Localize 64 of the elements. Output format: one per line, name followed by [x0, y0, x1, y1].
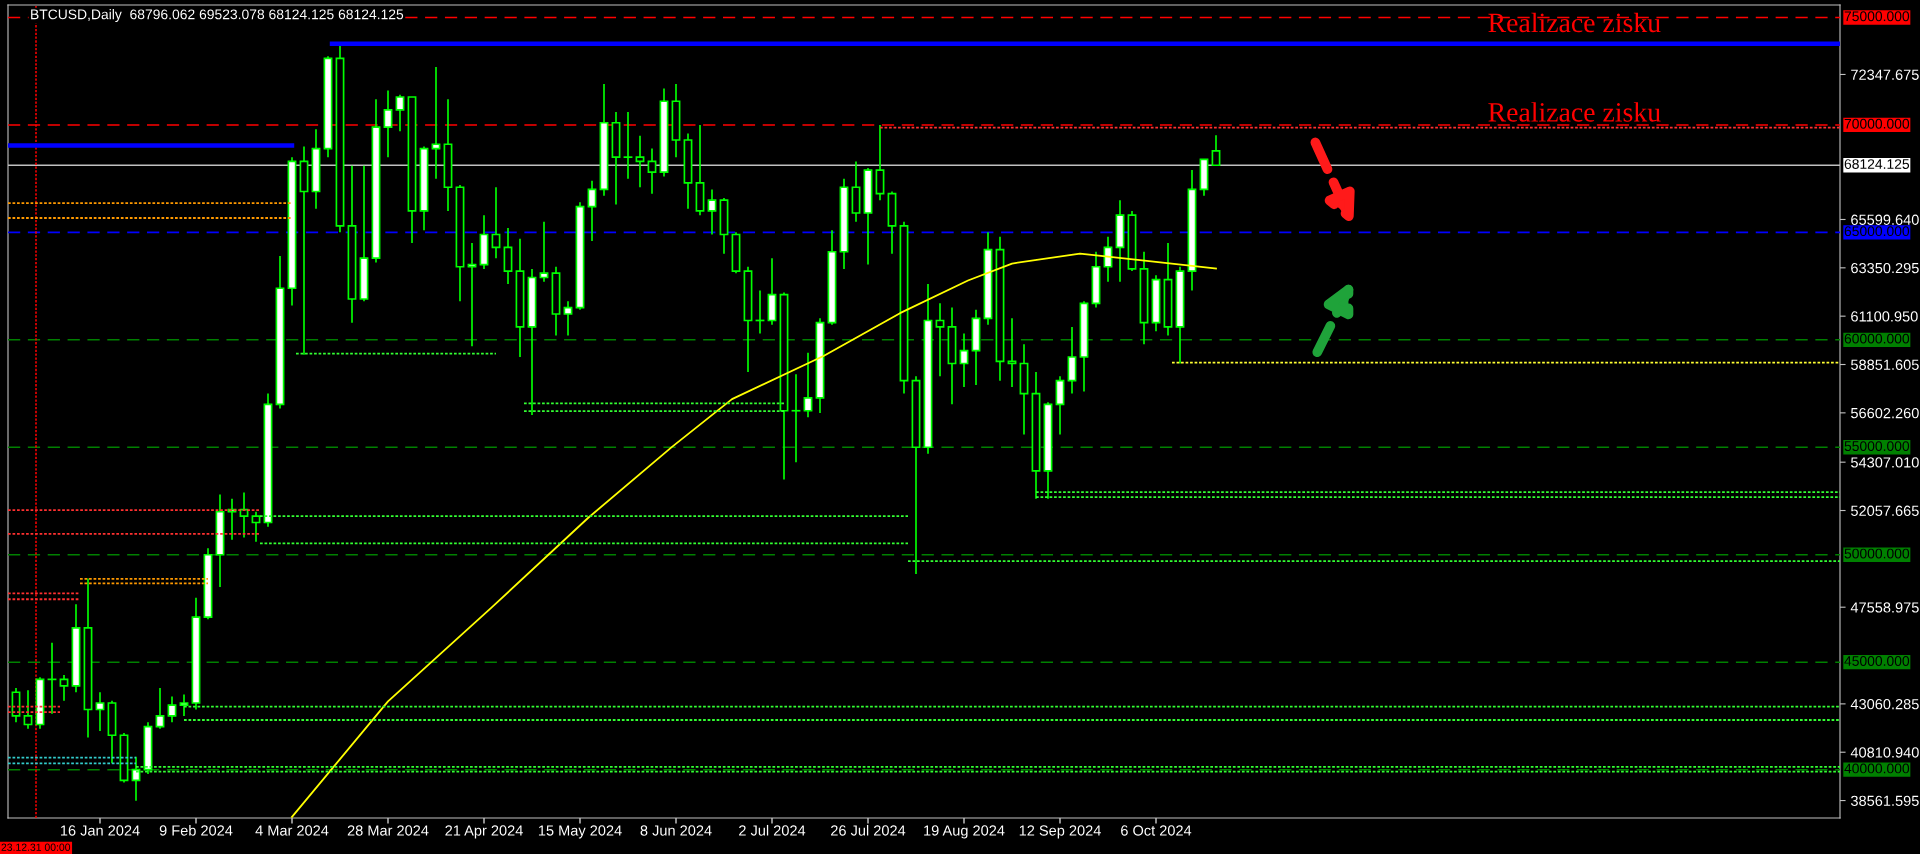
candlestick	[791, 373, 801, 464]
ref-line-label: 60000.000	[1844, 333, 1910, 344]
ref-line-label: 50000.000	[1844, 548, 1910, 559]
ref-line-label: 75000.000	[1844, 11, 1910, 22]
y-tick-label: 65599.640	[1851, 214, 1919, 225]
ref-line-label: 65000.000	[1844, 226, 1910, 237]
y-tick-label: 72347.675	[1851, 69, 1919, 80]
y-tick-label: 40810.940	[1850, 747, 1919, 758]
x-tick-label: 12 Sep 2024	[1019, 825, 1101, 839]
candlestick	[1067, 326, 1077, 395]
candlestick	[635, 134, 645, 189]
y-tick-label: 38561.595	[1850, 795, 1919, 806]
y-tick-label: 58851.605	[1851, 359, 1919, 370]
x-tick-label: 19 Aug 2024	[924, 825, 1005, 839]
candlestick	[95, 691, 105, 732]
ref-line-label: 70000.000	[1844, 118, 1910, 129]
x-tick-label: 28 Mar 2024	[347, 825, 429, 836]
y-tick-label: 54307.010	[1851, 457, 1919, 468]
y-tick-label: 56602.260	[1851, 407, 1919, 419]
x-tick-label: 2 Jul 2024	[739, 824, 806, 836]
candlestick	[155, 687, 165, 730]
ref-line-label: 45000.000	[1844, 656, 1910, 666]
candlestick	[623, 111, 633, 180]
annotation: Realizace zisku	[1488, 12, 1661, 33]
candlestick	[395, 93, 405, 133]
ref-line-label: 40000.000	[1844, 763, 1910, 774]
candlestick	[707, 188, 717, 236]
candlestick	[1055, 375, 1065, 436]
candlestick	[467, 242, 477, 348]
x-tick-label: 6 Oct 2024	[1121, 825, 1192, 836]
candlestick	[23, 689, 33, 730]
ref-line-label: 68124.125	[1844, 159, 1910, 169]
annotation: Realizace zisku	[1488, 102, 1661, 122]
candlestick	[251, 510, 261, 543]
y-tick-label: 43060.285	[1850, 698, 1919, 710]
x-tick-label: 15 May 2024	[538, 825, 622, 839]
ref-line-label: 23.12.31 00:00	[1, 843, 71, 851]
candlestick	[563, 300, 573, 337]
candlestick	[503, 227, 513, 285]
candlestick	[539, 220, 549, 283]
candlestick	[1211, 134, 1221, 167]
y-tick-label: 47558.975	[1850, 602, 1919, 613]
candlestick	[647, 147, 657, 195]
candlestick	[167, 695, 177, 724]
x-tick-label: 26 Jul 2024	[831, 824, 906, 836]
candlestick	[431, 66, 441, 180]
candlestick	[1007, 317, 1017, 388]
candlestick	[803, 351, 813, 419]
ref-line-label: 55000.000	[1844, 441, 1910, 452]
x-tick-label: 16 Jan 2024	[60, 825, 140, 836]
x-tick-label: 21 Apr 2024	[445, 825, 523, 839]
x-tick-label: 4 Mar 2024	[255, 825, 329, 836]
y-tick-label: 61100.950	[1851, 311, 1918, 322]
candlestick	[59, 674, 69, 702]
chart-title: BTCUSD,Daily 68796.062 69523.078 68124.125 68124.125	[31, 9, 404, 23]
candlestick	[875, 124, 885, 201]
x-tick-label: 8 Jun 2024	[640, 825, 712, 836]
candlestick	[179, 693, 189, 717]
candlestick	[935, 302, 945, 378]
x-tick-label: 9 Feb 2024	[159, 824, 233, 836]
y-tick-label: 52057.665	[1851, 505, 1919, 516]
y-tick-label: 63350.295	[1851, 262, 1919, 274]
line-series	[291, 252, 1217, 818]
candlestick	[383, 89, 393, 158]
